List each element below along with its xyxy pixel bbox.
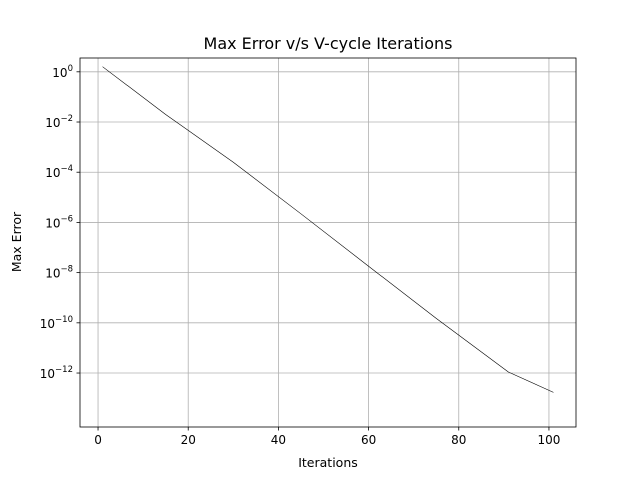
x-tick-label: 40: [271, 433, 286, 447]
x-tick-label: 20: [181, 433, 196, 447]
y-tick-exponent: −6: [60, 214, 73, 224]
y-tick-exponent: −10: [55, 315, 73, 325]
y-tick-base: 10: [45, 267, 60, 281]
y-tick-base: 10: [45, 216, 60, 230]
y-tick-label: 10−10: [40, 315, 73, 331]
y-tick-base: 10: [40, 317, 55, 331]
y-tick-exponent: −2: [60, 114, 73, 124]
x-tick-label: 60: [361, 433, 376, 447]
y-tick-exponent: −8: [60, 265, 73, 275]
y-tick-base: 10: [45, 116, 60, 130]
y-tick-exponent: −4: [60, 164, 73, 174]
y-axis-label: Max Error: [9, 211, 24, 272]
y-tick-label: 10−2: [45, 114, 73, 130]
grid: [80, 58, 576, 427]
y-tick-base: 10: [40, 367, 55, 381]
error-series-line: [102, 66, 554, 393]
y-tick-base: 10: [52, 66, 67, 80]
y-tick-exponent: −12: [55, 365, 73, 375]
y-tick-label: 10−12: [40, 365, 73, 381]
x-axis: 0 20 40 60 80 100: [94, 427, 560, 447]
x-tick-label: 0: [94, 433, 102, 447]
y-tick-base: 10: [45, 166, 60, 180]
series-layer: [102, 66, 554, 393]
y-tick-label: 10−8: [45, 265, 73, 281]
plot-frame: [79, 57, 577, 428]
y-tick-label: 10−4: [45, 164, 73, 180]
y-tick-label: 10−6: [45, 214, 73, 230]
y-tick-exponent: 0: [68, 64, 73, 74]
x-tick-label: 100: [537, 433, 560, 447]
chart-title: Max Error v/s V-cycle Iterations: [204, 34, 453, 53]
x-tick-label: 80: [451, 433, 466, 447]
y-tick-label: 100: [52, 64, 73, 80]
x-axis-label: Iterations: [298, 455, 358, 470]
